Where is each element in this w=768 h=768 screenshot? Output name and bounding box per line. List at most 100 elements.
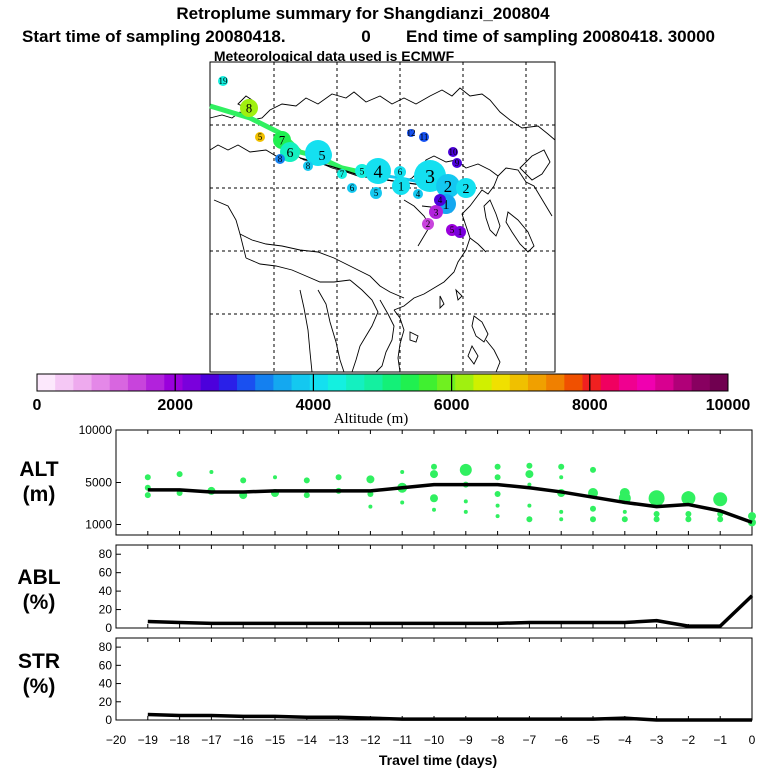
altitude-dot <box>653 511 660 517</box>
colorbar-cell <box>673 374 693 391</box>
title-line-1: Retroplume summary for Shangdianzi_20080… <box>176 4 550 23</box>
colorbar-cell <box>55 374 74 391</box>
colorbar-tick-label: 10000 <box>706 397 751 414</box>
altitude-dot <box>681 491 696 506</box>
map-marker-label: 6 <box>398 167 403 177</box>
altitude-dot <box>559 517 564 522</box>
x-tick-label: −11 <box>392 733 412 747</box>
colorbar-cell <box>437 374 456 391</box>
altitude-dot <box>685 511 692 517</box>
colorbar-cell <box>164 374 183 391</box>
map-marker-label: 4 <box>438 195 443 205</box>
y-tick-label: 40 <box>99 584 113 598</box>
altitude-dot <box>527 503 532 508</box>
colorbar-cell <box>327 374 347 391</box>
colorbar-cell <box>455 374 474 391</box>
altitude-dot <box>685 516 692 523</box>
x-tick-label: −7 <box>523 733 537 747</box>
map-marker-label: 8 <box>306 161 311 171</box>
x-tick-label: −16 <box>233 733 254 747</box>
altitude-dot <box>559 509 564 514</box>
panel-ylabel: STR <box>18 650 60 673</box>
x-tick-label: −14 <box>297 733 318 747</box>
altitude-dot <box>590 516 596 523</box>
map-marker-label: 3 <box>425 166 435 188</box>
title-line-2-start: Start time of sampling 20080418. <box>22 27 286 46</box>
map-marker: 8 <box>303 161 313 171</box>
y-tick-label: 80 <box>99 547 113 561</box>
colorbar-cells <box>37 374 729 391</box>
map-marker-label: 5 <box>319 149 326 164</box>
map-marker-dot <box>392 177 410 195</box>
y-tick-label: 80 <box>99 640 113 654</box>
colorbar-cell <box>637 374 656 391</box>
map-marker: 4 <box>413 189 423 199</box>
map-marker-label: 4 <box>373 161 382 181</box>
map-marker-label: 2 <box>426 219 431 229</box>
colorbar-cell <box>709 374 729 391</box>
map-marker-label: 5 <box>258 132 263 142</box>
altitude-dot <box>463 509 468 514</box>
altitude-dot <box>430 494 438 503</box>
altitude-dot <box>525 470 534 479</box>
altitude-dot <box>748 512 756 521</box>
altitude-dot <box>495 514 500 519</box>
y-tick-label: 20 <box>99 695 113 709</box>
altitude-dot <box>209 470 214 474</box>
colorbar-cell <box>200 374 220 391</box>
map-marker-dot <box>312 145 332 165</box>
map-marker-label: 1 <box>458 227 463 237</box>
map-marker: 9 <box>452 158 462 168</box>
map-marker-dot <box>303 161 313 171</box>
map-marker-dot <box>365 158 391 184</box>
altitude-dot <box>176 471 183 478</box>
altitude-dot <box>717 516 724 523</box>
altitude-dot <box>526 516 533 523</box>
trajectory-map: 1985768658754665112111093422123514 <box>209 61 556 373</box>
colorbar-tick-label: 2000 <box>157 397 193 414</box>
title-line-2-zero: 0 <box>361 27 370 46</box>
map-marker-label: 3 <box>434 207 439 218</box>
map-marker-dot <box>394 166 406 178</box>
altitude-dot <box>527 482 532 487</box>
colorbar-cell <box>418 374 438 391</box>
altitude-dot <box>459 463 472 476</box>
altitude-dot <box>431 463 437 470</box>
map-marker: 10 <box>448 147 458 157</box>
map-marker: 5 <box>370 187 382 199</box>
map-marker-label: 4 <box>416 189 421 199</box>
map-marker-dot <box>218 76 228 86</box>
colorbar-cell <box>618 374 638 391</box>
x-tick-label: 0 <box>749 733 756 747</box>
panel-abl: ABL(%) 0 20 40 60 80 <box>17 544 754 635</box>
panel-ylabel-unit: (m) <box>23 483 56 506</box>
map-marker-label: 9 <box>455 158 460 168</box>
colorbar-cell <box>309 374 329 391</box>
map-marker-dot <box>434 194 446 206</box>
altitude-dot <box>335 474 342 481</box>
map-marker-dot <box>407 129 415 137</box>
map-marker: 3 <box>429 205 443 219</box>
colorbar-cell <box>364 374 383 391</box>
map-marker: 8 <box>275 154 285 164</box>
map-marker: 5 <box>312 145 332 165</box>
y-tick-label: 40 <box>99 677 113 691</box>
map-marker: 4 <box>365 158 391 184</box>
map-marker-label: 8 <box>246 101 252 115</box>
colorbar-cell <box>73 374 93 391</box>
map-marker-dot <box>436 174 460 198</box>
x-tick-label: −12 <box>360 733 381 747</box>
colorbar-cell <box>346 374 365 391</box>
altitude-dot <box>303 477 310 484</box>
title-line-2-end: End time of sampling 20080418. 30000 <box>406 27 715 46</box>
x-tick-label: −19 <box>138 733 159 747</box>
map-marker: 4 <box>434 194 446 206</box>
map-marker-label: 10 <box>449 147 459 157</box>
x-axis-label: Travel time (days) <box>379 752 497 768</box>
altitude-dot <box>494 491 501 498</box>
colorbar-cell <box>218 374 238 391</box>
series-line <box>147 712 752 722</box>
altitude-dot <box>400 470 405 474</box>
